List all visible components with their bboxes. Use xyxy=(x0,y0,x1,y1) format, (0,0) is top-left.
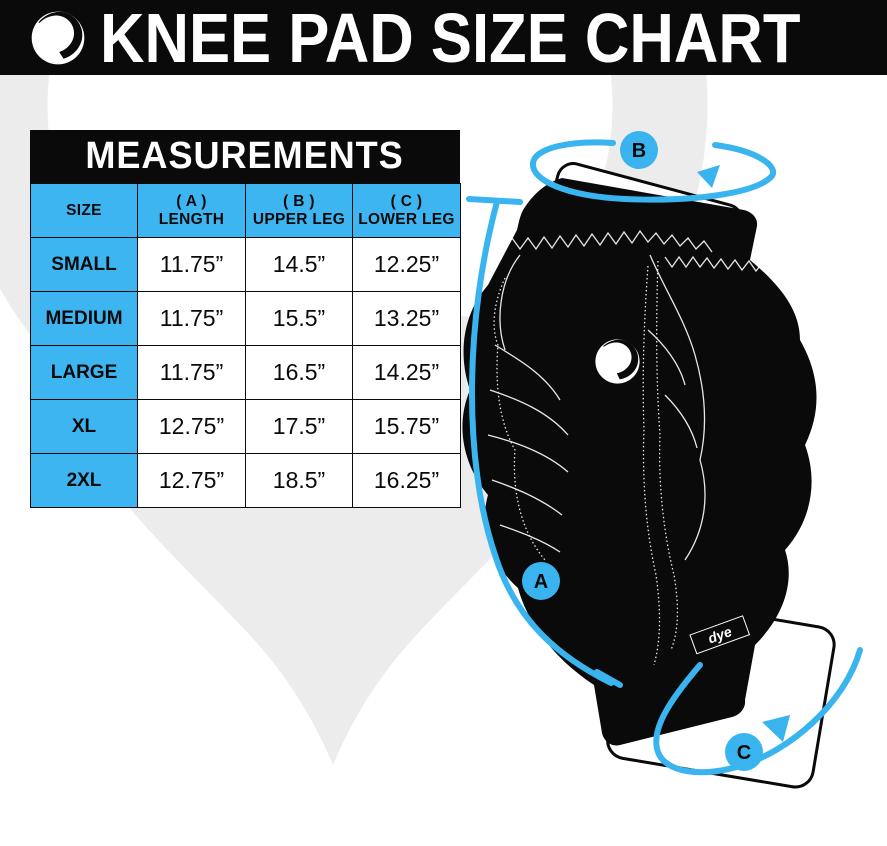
svg-text:C: C xyxy=(737,742,751,764)
svg-text:A: A xyxy=(534,571,548,593)
svg-text:B: B xyxy=(632,140,646,162)
